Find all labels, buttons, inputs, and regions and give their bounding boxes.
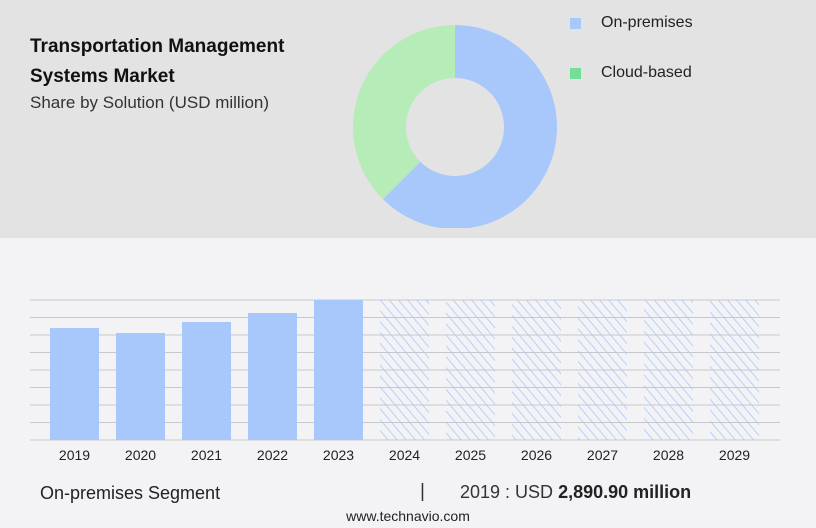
forecast-bar-2026 (512, 300, 561, 440)
donut-slice-on-premises (382, 25, 557, 228)
legend-item-on-premises: On-premises (570, 14, 693, 32)
forecast-bar-2024 (380, 300, 429, 440)
x-tick-label: 2029 (719, 447, 750, 463)
legend-swatch (570, 17, 581, 29)
x-tick-label: 2028 (653, 447, 684, 463)
forecast-bar-2029 (710, 300, 759, 440)
value-prefix: 2019 : USD (460, 482, 554, 502)
bar-2023 (314, 300, 363, 440)
segment-value: 2019 : USD 2,890.90 million (460, 482, 691, 503)
x-tick-label: 2024 (389, 447, 420, 463)
donut-slice-cloud-based (353, 25, 455, 200)
x-tick-label: 2019 (59, 447, 90, 463)
forecast-bar-2027 (578, 300, 627, 440)
value-amount: 2,890.90 million (558, 482, 692, 502)
legend-label: On-premises (601, 14, 693, 31)
bar-2021 (182, 322, 231, 440)
separator: | (420, 481, 425, 502)
legend-swatch (570, 67, 581, 79)
x-tick-label: 2025 (455, 447, 486, 463)
page-title: Transportation Management Systems Market (30, 36, 285, 87)
legend-item-cloud-based: Cloud-based (570, 64, 692, 82)
x-tick-label: 2023 (323, 447, 354, 463)
x-tick-label: 2021 (191, 447, 222, 463)
bar-2022 (248, 313, 297, 440)
legend-label: Cloud-based (601, 64, 692, 81)
bar-2020 (116, 333, 165, 440)
x-tick-label: 2020 (125, 447, 156, 463)
page-subtitle: Share by Solution (USD million) (30, 93, 270, 112)
x-tick-label: 2026 (521, 447, 552, 463)
x-tick-label: 2027 (587, 447, 618, 463)
segment-label: On-premises Segment (40, 483, 221, 503)
bar-2019 (50, 328, 99, 440)
forecast-bar-2028 (644, 300, 693, 440)
forecast-bar-2025 (446, 300, 495, 440)
source-url: www.technavio.com (346, 508, 470, 524)
x-tick-label: 2022 (257, 447, 288, 463)
